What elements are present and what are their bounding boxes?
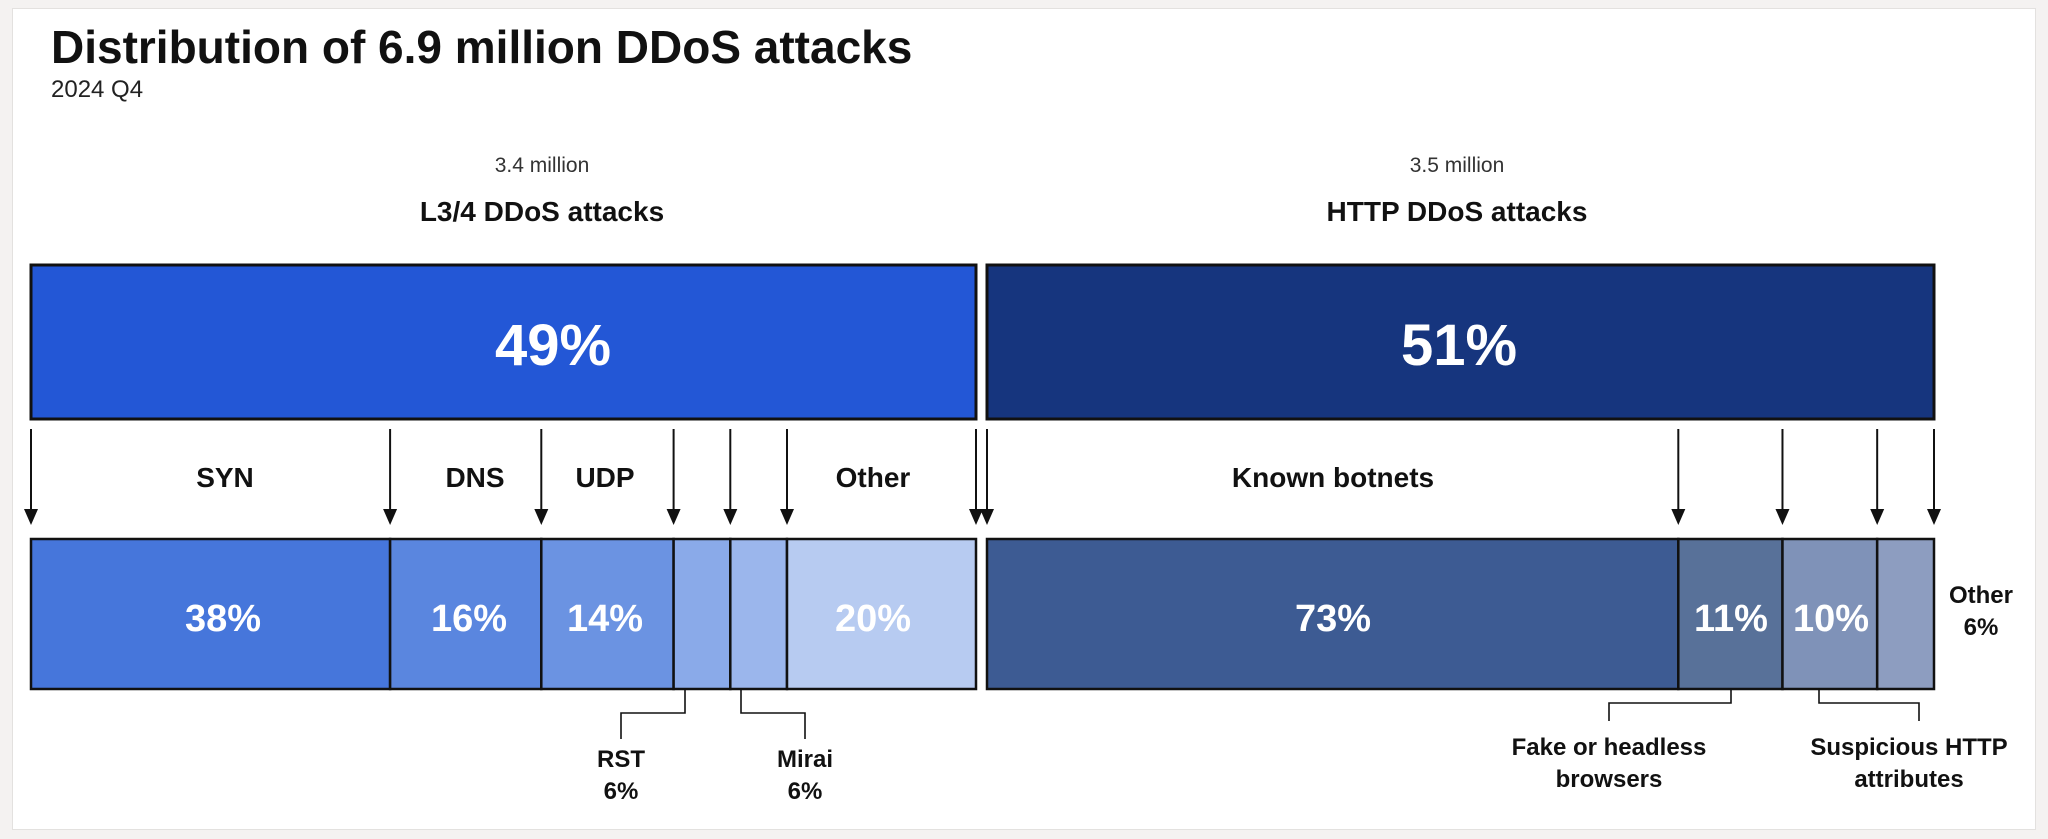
http-count-label: 3.5 million (1410, 154, 1505, 177)
dns-segment-bar (388, 537, 543, 691)
syn-value-label: 38% (185, 598, 261, 640)
dns-arrow-end (534, 429, 549, 525)
chart-title: Distribution of 6.9 million DDoS attacks (51, 21, 912, 73)
dns-category-label: DNS (445, 462, 504, 493)
fake-headless-value-label: 11% (1694, 598, 1768, 640)
l34-count-label: 3.4 million (495, 154, 590, 177)
udp-value-label: 14% (567, 598, 643, 640)
known-botnets-category-label: Known botnets (1232, 462, 1434, 493)
http-arrow-start (980, 429, 994, 525)
suspicious-http-segment-bar (1781, 537, 1879, 691)
fake-headless-leader (1608, 689, 1732, 721)
l34-other-segment-bar (785, 537, 978, 691)
http-other-callout-value: 6% (1964, 614, 1999, 641)
segment-bars (29, 537, 1936, 691)
fake-headless-callout-line2: browsers (1556, 766, 1663, 793)
suspicious-http-callout-line2: attributes (1854, 766, 1963, 793)
mirai-callout-name: Mirai (777, 746, 833, 773)
rst-leader (620, 689, 686, 739)
fake-headless-arrow-end (1775, 429, 1790, 525)
callout-leaders (620, 689, 1920, 739)
ddos-distribution-chart: Distribution of 6.9 million DDoS attacks… (24, 21, 2013, 805)
mirai-leader (740, 689, 806, 739)
http-share-bar (985, 263, 1936, 421)
syn-arrow-end (383, 429, 398, 525)
http-other-segment-bar (1875, 537, 1936, 691)
segment-arrows (24, 429, 1941, 525)
udp-arrow-end (666, 429, 681, 525)
l34-other-value-label: 20% (835, 598, 911, 640)
rst-segment-bar (672, 537, 732, 691)
suspicious-http-value-label: 10% (1793, 598, 1869, 640)
http-group-title: HTTP DDoS attacks (1327, 196, 1588, 227)
suspicious-http-leader (1818, 689, 1920, 721)
rst-callout-value: 6% (604, 778, 639, 805)
known-botnets-segment-bar (985, 537, 1680, 691)
chart-subtitle: 2024 Q4 (51, 76, 143, 103)
rst-callout-name: RST (597, 746, 645, 773)
l34-arrow-start (24, 429, 38, 525)
l34-share-bar (29, 263, 978, 421)
udp-category-label: UDP (575, 462, 634, 493)
rst-arrow-end (723, 429, 738, 525)
l34-group-title: L3/4 DDoS attacks (420, 196, 664, 227)
mirai-arrow-end (780, 429, 794, 525)
syn-category-label: SYN (196, 462, 254, 493)
http-other-arrow-end (1927, 429, 1941, 525)
suspicious-http-arrow-end (1870, 429, 1885, 525)
l34-share-label: 49% (495, 313, 611, 378)
suspicious-http-callout-line1: Suspicious HTTP (1810, 734, 2007, 761)
http-share-label: 51% (1401, 313, 1517, 378)
fake-headless-callout-line1: Fake or headless (1512, 734, 1707, 761)
l34-other-arrow-end (969, 429, 983, 525)
dns-value-label: 16% (431, 598, 507, 640)
udp-segment-bar (540, 537, 675, 691)
syn-segment-bar (29, 537, 392, 691)
mirai-callout-value: 6% (788, 778, 823, 805)
l34-other-category-label: Other (836, 462, 911, 493)
known-botnets-arrow-end (1671, 429, 1686, 525)
mirai-segment-bar (729, 537, 789, 691)
http-other-callout-name: Other (1949, 582, 2013, 609)
chart-card: Distribution of 6.9 million DDoS attacks… (12, 8, 2036, 830)
known-botnets-value-label: 73% (1295, 598, 1371, 640)
